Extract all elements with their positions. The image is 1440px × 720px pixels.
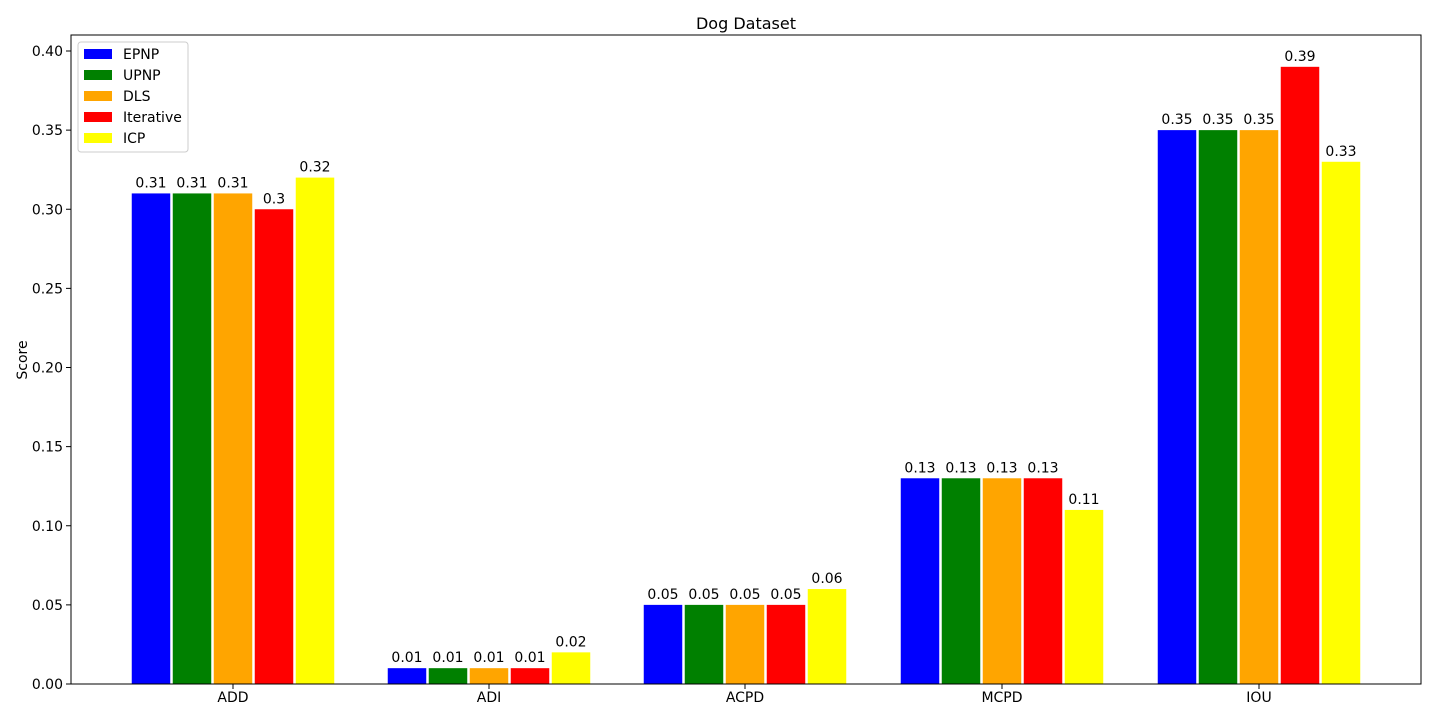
data-labels-group: 0.31 0.01 0.05 0.13 0.35 0.31 0.01 0.05 0.13 0.35… bbox=[135, 49, 1356, 666]
chart-title: Dog Dataset bbox=[696, 14, 796, 33]
data-label: 0.39 bbox=[1284, 49, 1315, 65]
y-tick-label: 0.40 bbox=[32, 44, 63, 60]
legend-swatch-iterative bbox=[84, 112, 112, 122]
bar-upnp-iou bbox=[1198, 130, 1238, 684]
x-tick-label: ADI bbox=[477, 690, 502, 706]
bar-dls-adi bbox=[469, 668, 509, 684]
bar-epnp-iou bbox=[1157, 130, 1197, 684]
data-label: 0.01 bbox=[432, 650, 463, 666]
y-axis: 0.00 0.05 0.10 0.15 0.20 0.25 0.30 0.35 0.40 bbox=[32, 44, 71, 693]
bar-dls-add bbox=[213, 193, 253, 685]
data-label: 0.05 bbox=[770, 587, 801, 603]
legend-swatch-epnp bbox=[84, 49, 112, 59]
data-label: 0.13 bbox=[904, 460, 935, 476]
bar-iterative-add bbox=[254, 209, 294, 684]
legend-label-iterative: Iterative bbox=[123, 110, 182, 126]
data-label: 0.05 bbox=[647, 587, 678, 603]
legend-swatch-dls bbox=[84, 91, 112, 101]
data-label: 0.35 bbox=[1202, 112, 1233, 128]
bar-upnp-add bbox=[172, 193, 212, 685]
bar-upnp-acpd bbox=[684, 604, 724, 684]
legend-swatch-upnp bbox=[84, 70, 112, 80]
y-tick-label: 0.05 bbox=[32, 598, 63, 614]
y-tick-label: 0.15 bbox=[32, 440, 63, 456]
legend: EPNP UPNP DLS Iterative ICP bbox=[77, 41, 189, 153]
x-tick-label: ADD bbox=[217, 690, 248, 706]
bar-epnp-mcpd bbox=[900, 478, 940, 684]
bar-icp-acpd bbox=[807, 589, 847, 684]
y-tick-label: 0.00 bbox=[32, 677, 63, 693]
x-tick-label: ACPD bbox=[726, 690, 764, 706]
bar-iterative-adi bbox=[510, 668, 550, 684]
bar-iterative-iou bbox=[1280, 66, 1320, 684]
legend-label-upnp: UPNP bbox=[123, 68, 161, 84]
data-label: 0.13 bbox=[945, 460, 976, 476]
y-tick-label: 0.35 bbox=[32, 123, 63, 139]
bar-epnp-acpd bbox=[643, 604, 683, 684]
bar-icp-add bbox=[295, 177, 335, 684]
data-label: 0.13 bbox=[1027, 460, 1058, 476]
data-label: 0.35 bbox=[1243, 112, 1274, 128]
data-label: 0.31 bbox=[176, 175, 207, 191]
legend-label-icp: ICP bbox=[123, 131, 145, 147]
data-label: 0.05 bbox=[729, 587, 760, 603]
data-label: 0.01 bbox=[473, 650, 504, 666]
bar-dls-iou bbox=[1239, 130, 1279, 684]
bar-dls-acpd bbox=[725, 604, 765, 684]
data-label: 0.11 bbox=[1068, 492, 1099, 508]
data-label: 0.01 bbox=[514, 650, 545, 666]
y-axis-label: Score bbox=[15, 340, 31, 379]
legend-label-epnp: EPNP bbox=[123, 47, 159, 63]
data-label: 0.33 bbox=[1325, 144, 1356, 160]
plot-frame bbox=[70, 34, 1422, 685]
bar-iterative-mcpd bbox=[1023, 478, 1063, 684]
bar-icp-mcpd bbox=[1064, 509, 1104, 684]
x-axis: ADD ADI ACPD MCPD IOU bbox=[217, 684, 1272, 706]
legend-label-dls: DLS bbox=[123, 89, 151, 105]
data-label: 0.06 bbox=[811, 571, 842, 587]
y-tick-label: 0.30 bbox=[32, 202, 63, 218]
bar-iterative-acpd bbox=[766, 604, 806, 684]
data-label: 0.35 bbox=[1161, 112, 1192, 128]
x-tick-label: IOU bbox=[1246, 690, 1271, 706]
data-label: 0.32 bbox=[299, 160, 330, 176]
x-tick-label: MCPD bbox=[981, 690, 1022, 706]
bar-upnp-adi bbox=[428, 668, 468, 684]
bar-epnp-adi bbox=[387, 668, 427, 684]
bar-icp-adi bbox=[551, 652, 591, 684]
bar-upnp-mcpd bbox=[941, 478, 981, 684]
bar-icp-iou bbox=[1321, 161, 1361, 684]
data-label: 0.02 bbox=[555, 634, 586, 650]
y-tick-label: 0.20 bbox=[32, 361, 63, 377]
y-tick-label: 0.10 bbox=[32, 519, 63, 535]
legend-swatch-icp bbox=[84, 133, 112, 143]
data-label: 0.31 bbox=[135, 175, 166, 191]
data-label: 0.31 bbox=[217, 175, 248, 191]
bar-epnp-add bbox=[131, 193, 171, 685]
bars-group bbox=[131, 66, 1361, 685]
data-label: 0.01 bbox=[391, 650, 422, 666]
bar-dls-mcpd bbox=[982, 478, 1022, 684]
legend-box bbox=[77, 41, 189, 153]
y-tick-label: 0.25 bbox=[32, 281, 63, 297]
data-label: 0.13 bbox=[986, 460, 1017, 476]
data-label: 0.05 bbox=[688, 587, 719, 603]
data-label: 0.3 bbox=[263, 191, 285, 207]
